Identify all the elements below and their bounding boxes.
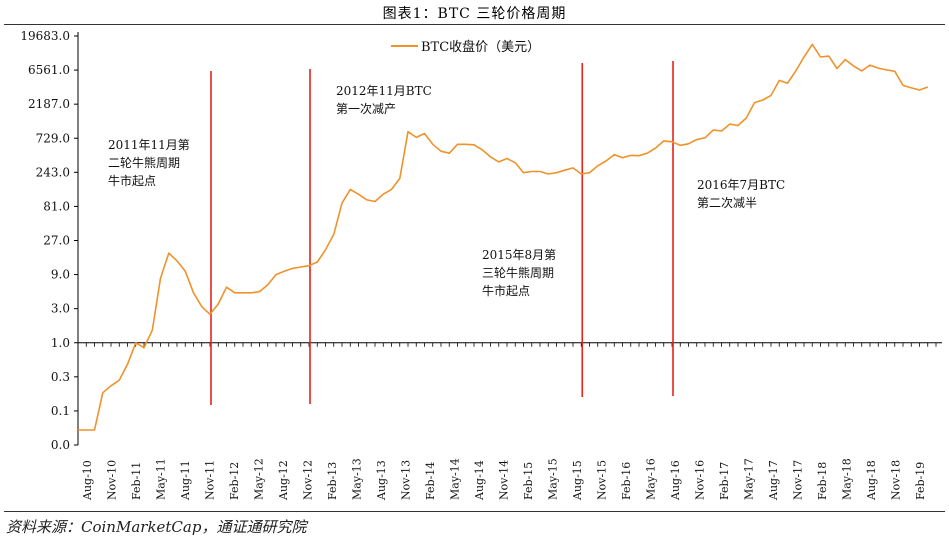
annotation-text: 第二次减半 [697,196,757,210]
x-tick-label: Feb-14 [424,462,437,500]
x-tick-label: Feb-15 [522,462,535,500]
y-tick-label: 6561.0 [28,63,70,77]
x-tick-label: Feb-17 [718,462,731,500]
annotation-text: 牛市起点 [482,283,530,298]
annotation-text: 三轮牛熊周期 [482,265,554,280]
x-tick-label: Nov-12 [302,460,315,500]
annotation-text: 牛市起点 [108,173,156,188]
y-tick-label: 729.0 [36,131,70,145]
x-tick-label: Aug-11 [179,460,192,501]
x-tick-label: Nov-13 [400,460,413,500]
x-tick-label: Feb-18 [816,462,829,500]
axis-layer: 0.0 0.1 0.3 1.0 3.0 9.0 27.0 81.0 243.0 729.0 2187… [20,29,942,501]
x-tick-label: Aug-16 [669,460,682,501]
x-tick-label: Nov-16 [694,460,707,500]
y-tick-label: 9.0 [51,268,70,282]
annotation-text: 2016年7月BTC [697,178,785,192]
title-rule [4,24,945,25]
x-tick-label: Feb-11 [130,462,143,500]
x-tick-label: Aug-14 [473,460,486,501]
legend: BTC收盘价（美元） [391,39,540,55]
y-tick-label: 3.0 [51,302,70,316]
y-tick-label: 0.0 [51,438,70,452]
annotation-layer: 2011年11月第二轮牛熊周期牛市起点2012年11月BTC第一次减产2015年… [108,84,785,298]
y-tick-label: 1.0 [51,336,70,350]
x-tick-label: Aug-17 [767,460,780,501]
annotation-text: 二轮牛熊周期 [108,155,180,170]
x-tick-label: Nov-10 [106,460,119,500]
x-tick-label: Nov-15 [596,460,609,500]
vertical-marker-layer [210,61,674,405]
btc-price-line [78,43,929,431]
x-tick-label: Aug-18 [865,460,878,501]
y-tick-label: 0.3 [51,370,70,384]
x-tick-label: Nov-14 [498,460,511,500]
chart-title: 图表1：BTC 三轮价格周期 [382,6,567,22]
x-tick-label: Aug-15 [571,460,584,501]
x-tick-label: May-11 [155,458,168,500]
x-tick-label: Feb-13 [326,462,339,500]
y-tick-label: 27.0 [43,234,70,248]
x-tick-label: Nov-11 [204,460,217,500]
x-tick-label: May-14 [449,458,462,500]
x-tick-label: May-15 [547,458,560,500]
y-tick-label: 81.0 [43,199,70,213]
series-layer [78,43,929,431]
x-tick-label: Feb-16 [620,462,633,500]
annotation-text: 2011年11月第 [108,138,190,152]
x-tick-label: May-13 [351,458,364,500]
y-tick-label: 2187.0 [28,97,70,111]
x-tick-label: Feb-12 [228,462,241,500]
x-tick-label: Aug-12 [277,460,290,501]
x-tick-label: May-12 [253,458,266,500]
y-tick-label: 0.1 [51,404,70,418]
y-tick-label: 19683.0 [20,29,70,43]
x-tick-label: May-17 [743,458,756,500]
source-note: 资料来源：CoinMarketCap，通证通研究院 [6,518,307,536]
x-tick-label: Feb-19 [914,462,927,500]
legend-label: BTC收盘价（美元） [421,39,540,55]
x-tick-label: May-18 [841,458,854,500]
annotation-text: 2015年8月第 [482,248,556,262]
annotation-text: 第一次减产 [336,102,396,116]
y-tick-label: 243.0 [36,165,70,179]
x-tick-label: Aug-10 [81,460,94,501]
bottom-rule [4,511,945,512]
x-tick-label: Nov-17 [792,460,805,500]
x-tick-label: Aug-13 [375,460,388,501]
annotation-text: 2012年11月BTC [336,84,432,98]
x-tick-label: May-16 [645,458,658,500]
x-tick-label: Nov-18 [890,460,903,500]
